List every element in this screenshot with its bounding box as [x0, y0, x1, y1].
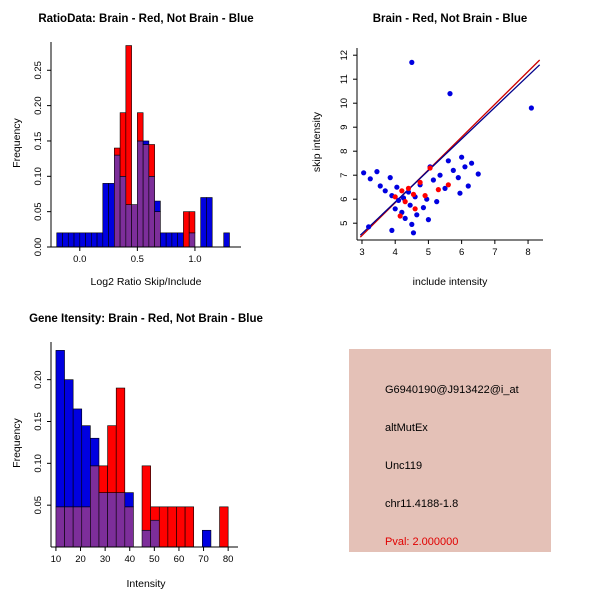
svg-text:50: 50 — [149, 554, 160, 565]
svg-text:0.5: 0.5 — [131, 254, 144, 265]
svg-text:0.05: 0.05 — [33, 496, 44, 515]
panel-gene-intensity-histogram: Gene Itensity: Brain - Red, Not Brain - … — [0, 300, 300, 600]
svg-text:9: 9 — [339, 125, 350, 130]
svg-text:0.00: 0.00 — [33, 238, 44, 257]
svg-text:0.05: 0.05 — [33, 202, 44, 221]
ratio-histogram-title: RatioData: Brain - Red, Not Brain - Blue — [38, 13, 254, 25]
svg-text:6: 6 — [459, 247, 464, 258]
svg-text:11: 11 — [339, 74, 350, 84]
svg-text:0.20: 0.20 — [33, 96, 44, 115]
panel-intensity-scatter: Brain - Red, Not Brain - Blue 3 4 5 6 7 8 5 6 7 8… — [300, 0, 600, 300]
panel-ratio-histogram: RatioData: Brain - Red, Not Brain - Blue… — [0, 0, 300, 300]
event-type-text: altMutEx — [385, 422, 428, 434]
ratio-histogram-plot: 0.0 0.5 1.0 0.00 0.05 0.10 0.15 0.20 0.25 — [33, 42, 241, 265]
svg-text:10: 10 — [51, 554, 62, 565]
svg-text:3: 3 — [359, 247, 364, 258]
svg-text:5: 5 — [426, 247, 431, 258]
scatter-plot: 3 4 5 6 7 8 5 6 7 8 9 10 11 12 — [339, 48, 543, 258]
svg-text:12: 12 — [339, 50, 350, 61]
panel-gene-info: G6940190@J913422@i_at altMutEx Unc119 ch… — [300, 300, 600, 600]
ratio-histogram-xlabel: Log2 Ratio Skip/Include — [90, 276, 202, 288]
svg-text:0.10: 0.10 — [33, 454, 44, 473]
svg-text:8: 8 — [339, 149, 350, 154]
svg-text:30: 30 — [100, 554, 111, 565]
gene-name-text: Unc119 — [385, 460, 423, 472]
svg-text:40: 40 — [124, 554, 135, 565]
gene-histogram-plot: 10 20 30 40 50 60 70 80 0.05 0.10 0.15 0.20 — [33, 342, 238, 565]
svg-text:80: 80 — [223, 554, 234, 565]
gene-histogram-xlabel: Intensity — [126, 578, 166, 590]
svg-text:8: 8 — [525, 247, 530, 258]
svg-text:4: 4 — [393, 247, 398, 258]
svg-text:1.0: 1.0 — [188, 254, 201, 265]
probe-id-text: G6940190@J913422@i_at — [385, 384, 519, 396]
svg-text:60: 60 — [174, 554, 185, 565]
svg-text:0.20: 0.20 — [33, 370, 44, 389]
gene-histogram-ylabel: Frequency — [11, 418, 23, 468]
svg-text:7: 7 — [492, 247, 497, 258]
svg-text:6: 6 — [339, 197, 350, 202]
svg-text:5: 5 — [339, 221, 350, 226]
svg-text:70: 70 — [198, 554, 209, 565]
ratio-histogram-ylabel: Frequency — [11, 118, 23, 168]
svg-text:0.10: 0.10 — [33, 167, 44, 186]
scatter-ylabel: skip intensity — [311, 111, 323, 173]
pval-text: Pval: 2.000000 — [385, 536, 459, 548]
svg-text:0.0: 0.0 — [73, 254, 86, 265]
svg-text:0.25: 0.25 — [33, 61, 44, 80]
info-box — [349, 349, 551, 552]
svg-text:10: 10 — [339, 98, 350, 109]
svg-text:0.15: 0.15 — [33, 132, 44, 151]
chromosome-location-text: chr11.4188-1.8 — [385, 498, 459, 510]
gene-histogram-title: Gene Itensity: Brain - Red, Not Brain - … — [29, 313, 263, 325]
scatter-xlabel: include intensity — [412, 276, 488, 288]
svg-text:20: 20 — [75, 554, 86, 565]
svg-text:0.15: 0.15 — [33, 412, 44, 431]
scatter-title: Brain - Red, Not Brain - Blue — [372, 13, 528, 25]
svg-text:7: 7 — [339, 173, 350, 178]
